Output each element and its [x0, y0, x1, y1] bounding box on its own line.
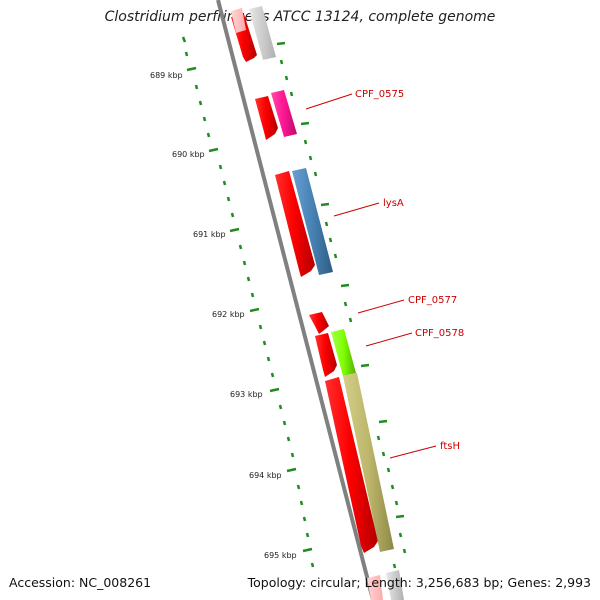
- gene-feature-grey: [249, 6, 276, 60]
- gene-feature-CPF_0578[interactable]: [331, 329, 356, 376]
- kbp-label: 695 kbp: [264, 551, 297, 560]
- accession-text: Accession: NC_008261: [9, 575, 152, 590]
- cds-feature[interactable]: [275, 171, 315, 277]
- gene-track: [249, 6, 404, 600]
- gene-label-lysA[interactable]: lysA: [383, 198, 404, 209]
- diagram-title: Clostridium perfringens ATCC 13124, comp…: [104, 9, 496, 25]
- gene-label-CPF_0575[interactable]: CPF_0575: [355, 89, 404, 100]
- major-ticks: [186, 66, 313, 553]
- cds-feature[interactable]: [315, 333, 337, 377]
- outer-tick-ruler: [181, 36, 315, 568]
- gene-feature-ftsH[interactable]: [343, 373, 394, 552]
- cds-feature[interactable]: [309, 312, 329, 334]
- gene-label-CPF_0577[interactable]: CPF_0577: [408, 295, 457, 306]
- cds-feature[interactable]: [325, 377, 378, 553]
- kbp-label: 693 kbp: [230, 390, 263, 399]
- genome-backbone: [216, 0, 375, 600]
- cds-track: [231, 8, 383, 600]
- gene-feature-CPF_0575[interactable]: [271, 90, 297, 137]
- gene-feature-lysA[interactable]: [292, 168, 333, 275]
- kbp-label: 694 kbp: [249, 471, 282, 480]
- kbp-label: 691 kbp: [193, 230, 226, 239]
- label-connectors: [305, 93, 437, 459]
- genome-summary-text: Topology: circular; Length: 3,256,683 bp…: [247, 575, 591, 590]
- cds-feature-faded: [367, 575, 383, 600]
- gene-label-ftsH[interactable]: ftsH: [440, 441, 460, 452]
- gene-feature-grey: [386, 570, 404, 600]
- kbp-label: 692 kbp: [212, 310, 245, 319]
- cds-feature[interactable]: [255, 96, 278, 140]
- kbp-label: 689 kbp: [150, 71, 183, 80]
- gene-label-CPF_0578[interactable]: CPF_0578: [415, 328, 464, 339]
- cds-feature-faded: [231, 8, 246, 33]
- kbp-label: 690 kbp: [172, 150, 205, 159]
- inner-tick-ruler: [276, 41, 407, 569]
